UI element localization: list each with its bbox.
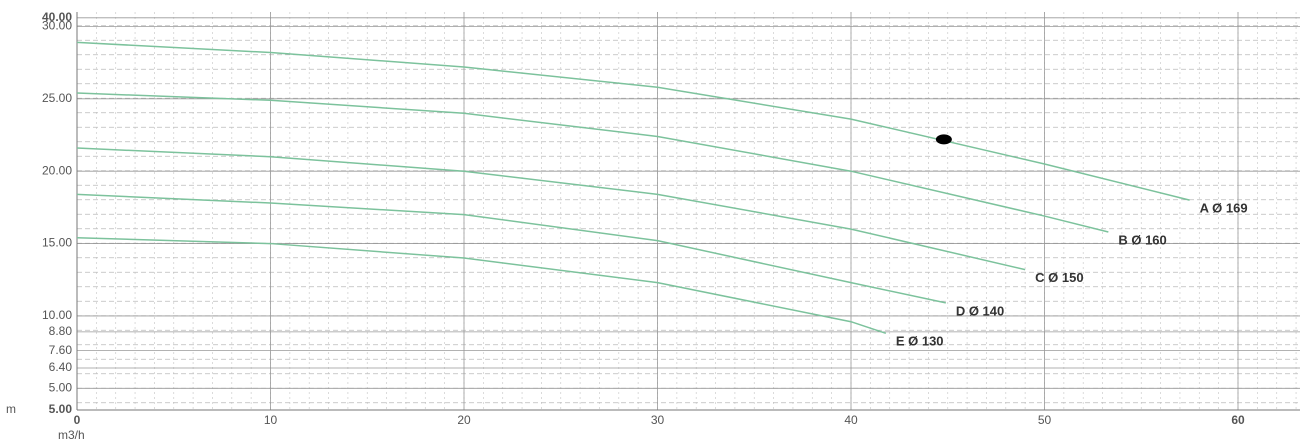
x-tick-label: 40: [844, 413, 858, 427]
curve: [76, 193, 946, 304]
y-tick-label: 6.40: [49, 360, 73, 374]
y-tick-label: 8.80: [49, 324, 73, 338]
y-tick-label: 20.00: [42, 163, 72, 177]
curve: [76, 92, 1109, 233]
y-tick-label: 7.60: [49, 343, 73, 357]
curve-label: B Ø 160: [1118, 232, 1166, 247]
y-tick-label: 40.00: [42, 10, 72, 24]
y-axis-label: m: [6, 402, 16, 416]
x-axis-label: m3/h: [58, 428, 85, 442]
x-tick-label: 0: [74, 413, 81, 427]
x-tick-label: 20: [457, 413, 471, 427]
y-tick-label: 5.00: [49, 402, 73, 416]
curve-label: E Ø 130: [896, 334, 944, 349]
y-tick-label: 10.00: [42, 308, 72, 322]
curve-label: C Ø 150: [1035, 270, 1083, 285]
x-tick-label: 50: [1038, 413, 1052, 427]
curve: [76, 147, 1026, 271]
curve-label: A Ø 169: [1200, 201, 1248, 216]
curve: [76, 237, 887, 335]
y-tick-label: 15.00: [42, 236, 72, 250]
curve-label: D Ø 140: [956, 303, 1004, 318]
y-tick-label: 30.00: [42, 19, 72, 33]
y-tick-label: 25.00: [42, 91, 72, 105]
y-tick-label: 5.00: [49, 380, 73, 394]
x-tick-label: 30: [651, 413, 665, 427]
curve: [76, 41, 1190, 201]
x-tick-label: 10: [264, 413, 278, 427]
operating-point: [935, 134, 952, 145]
x-tick-label: 60: [1231, 413, 1245, 427]
